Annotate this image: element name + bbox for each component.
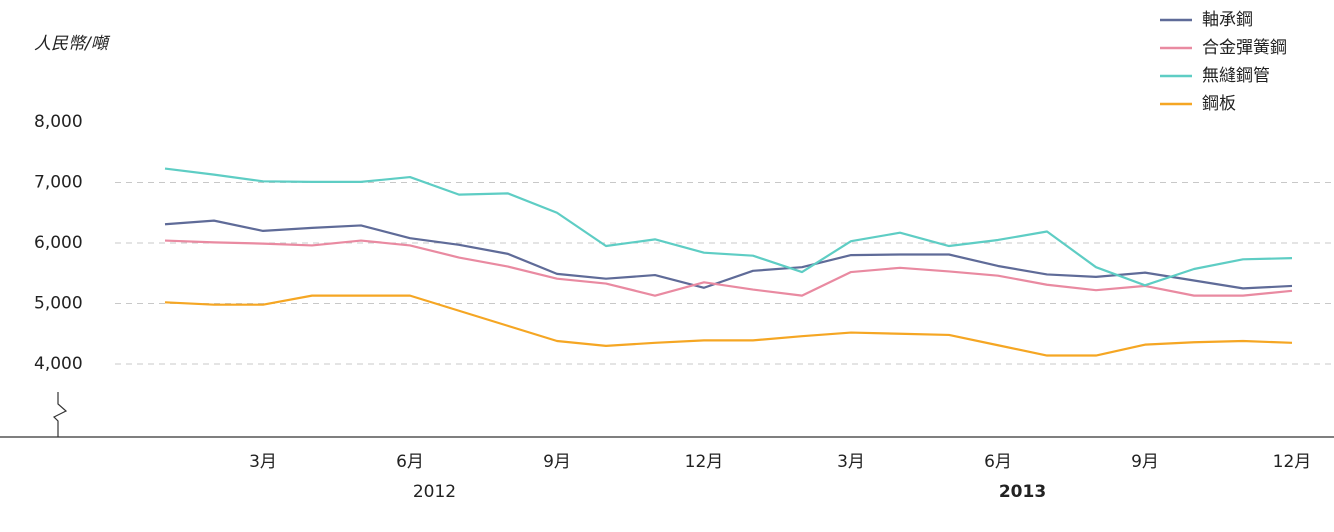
axis-break <box>52 392 68 437</box>
x-tick-label: 9月 <box>543 452 571 472</box>
y-tick-label: 7,000 <box>34 173 83 193</box>
x-tick-label: 12月 <box>1273 452 1312 472</box>
x-tick-label: 6月 <box>396 452 424 472</box>
series-line <box>164 239 1293 297</box>
y-tick-label: 8,000 <box>34 112 83 132</box>
x-tick-label: 3月 <box>837 452 865 472</box>
y-tick-label: 4,000 <box>34 354 83 374</box>
x-tick-label: 12月 <box>685 452 724 472</box>
y-axis-label: 人民幣/噸 <box>34 34 111 54</box>
y-tick-label: 5,000 <box>34 294 83 314</box>
year-label: 2012 <box>413 482 456 502</box>
x-tick-label: 6月 <box>984 452 1012 472</box>
y-tick-label: 6,000 <box>34 233 83 253</box>
series-line <box>164 294 1293 357</box>
legend-label: 鋼板 <box>1202 94 1236 114</box>
x-tick-label: 9月 <box>1131 452 1159 472</box>
legend-label: 軸承鋼 <box>1202 10 1253 30</box>
series-line <box>164 219 1293 290</box>
legend-label: 合金彈簧鋼 <box>1202 38 1287 58</box>
x-tick-label: 3月 <box>249 452 277 472</box>
legend-label: 無縫鋼管 <box>1202 66 1270 86</box>
year-label: 2013 <box>999 482 1046 502</box>
series-line <box>164 167 1293 287</box>
